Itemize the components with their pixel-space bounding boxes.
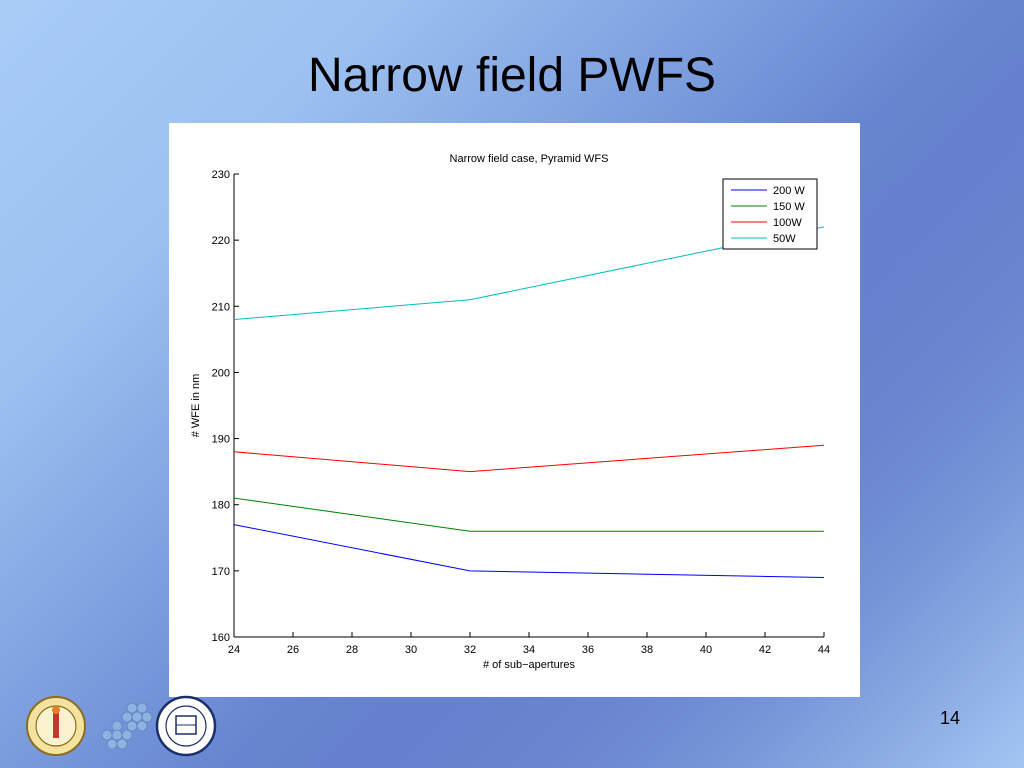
slide-title: Narrow field PWFS bbox=[307, 49, 717, 102]
series-line-0 bbox=[233, 524, 825, 578]
x-tick-label: 44 bbox=[818, 644, 830, 656]
legend-box bbox=[722, 178, 818, 250]
y-tick-label: 200 bbox=[212, 367, 230, 379]
chart-title: Narrow field case, Pyramid WFS bbox=[450, 153, 609, 165]
x-tick-label: 36 bbox=[582, 644, 594, 656]
series-line-2 bbox=[233, 444, 825, 473]
series-line-3 bbox=[233, 226, 825, 320]
x-axis-label: # of sub−apertures bbox=[483, 659, 576, 671]
y-tick-label: 190 bbox=[212, 434, 230, 446]
legend-label-3: 50W bbox=[773, 233, 796, 245]
legend-label-0: 200 W bbox=[773, 185, 805, 197]
x-tick-label: 38 bbox=[641, 644, 653, 656]
y-tick-label: 220 bbox=[212, 235, 230, 247]
uc-seal-logo bbox=[155, 695, 217, 757]
y-tick-label: 230 bbox=[212, 169, 230, 181]
x-tick-label: 28 bbox=[346, 644, 358, 656]
x-tick-label: 34 bbox=[523, 644, 535, 656]
y-tick-label: 210 bbox=[212, 301, 230, 313]
legend-label-1: 150 W bbox=[773, 201, 805, 213]
caltech-seal-logo bbox=[26, 696, 86, 756]
y-axis-label: # WFE in nm bbox=[190, 374, 202, 438]
hexagon-mirror-logo bbox=[101, 702, 153, 750]
page-number: 14 bbox=[940, 708, 961, 728]
y-tick-label: 180 bbox=[212, 500, 230, 512]
x-tick-label: 30 bbox=[405, 644, 417, 656]
logo-strip bbox=[24, 694, 224, 758]
legend-label-2: 100W bbox=[773, 217, 802, 229]
x-tick-label: 32 bbox=[464, 644, 476, 656]
chart-panel: 24 26 28 30 32 34 36 38 40 42 44 160 170 180 190 200 210… bbox=[169, 123, 860, 697]
x-tick-label: 42 bbox=[759, 644, 771, 656]
series-line-1 bbox=[233, 497, 824, 532]
x-tick-label: 26 bbox=[287, 644, 299, 656]
y-tick-label: 160 bbox=[212, 632, 230, 644]
x-tick-label: 24 bbox=[228, 644, 240, 656]
y-tick-label: 170 bbox=[212, 566, 230, 578]
x-tick-label: 40 bbox=[700, 644, 712, 656]
line-chart: 24 26 28 30 32 34 36 38 40 42 44 160 170 180 190 200 210… bbox=[190, 153, 830, 671]
